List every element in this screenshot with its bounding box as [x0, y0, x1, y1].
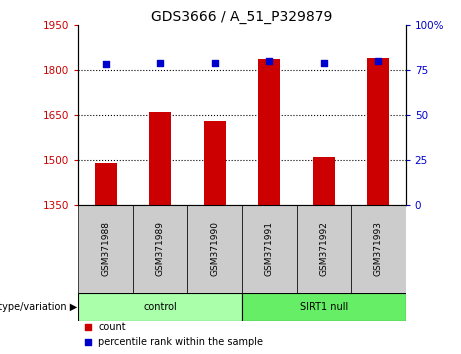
Text: GSM371992: GSM371992 [319, 222, 328, 276]
Bar [258, 59, 280, 205]
Point [84, 325, 92, 330]
Bar [296, 205, 351, 293]
Bar [95, 163, 117, 205]
Text: GSM371988: GSM371988 [101, 221, 110, 276]
Bar [133, 205, 188, 293]
Point [84, 339, 92, 344]
Text: percentile rank within the sample: percentile rank within the sample [98, 337, 263, 347]
Bar [242, 293, 406, 321]
Bar [351, 205, 406, 293]
Bar [78, 205, 133, 293]
Point [157, 60, 164, 65]
Bar [367, 58, 389, 205]
Bar [78, 293, 242, 321]
Text: GSM371989: GSM371989 [156, 221, 165, 276]
Bar [313, 157, 335, 205]
Text: count: count [98, 322, 126, 332]
Bar [149, 112, 171, 205]
Text: GSM371990: GSM371990 [210, 221, 219, 276]
Point [375, 58, 382, 64]
Bar [242, 205, 296, 293]
Text: control: control [143, 302, 177, 312]
Point [320, 60, 327, 65]
Bar [204, 121, 226, 205]
Point [266, 58, 273, 64]
Title: GDS3666 / A_51_P329879: GDS3666 / A_51_P329879 [151, 10, 333, 24]
Bar [188, 205, 242, 293]
Text: SIRT1 null: SIRT1 null [300, 302, 348, 312]
Text: genotype/variation ▶: genotype/variation ▶ [0, 302, 77, 312]
Text: GSM371993: GSM371993 [374, 221, 383, 276]
Point [211, 60, 219, 65]
Text: GSM371991: GSM371991 [265, 221, 274, 276]
Point [102, 62, 109, 67]
